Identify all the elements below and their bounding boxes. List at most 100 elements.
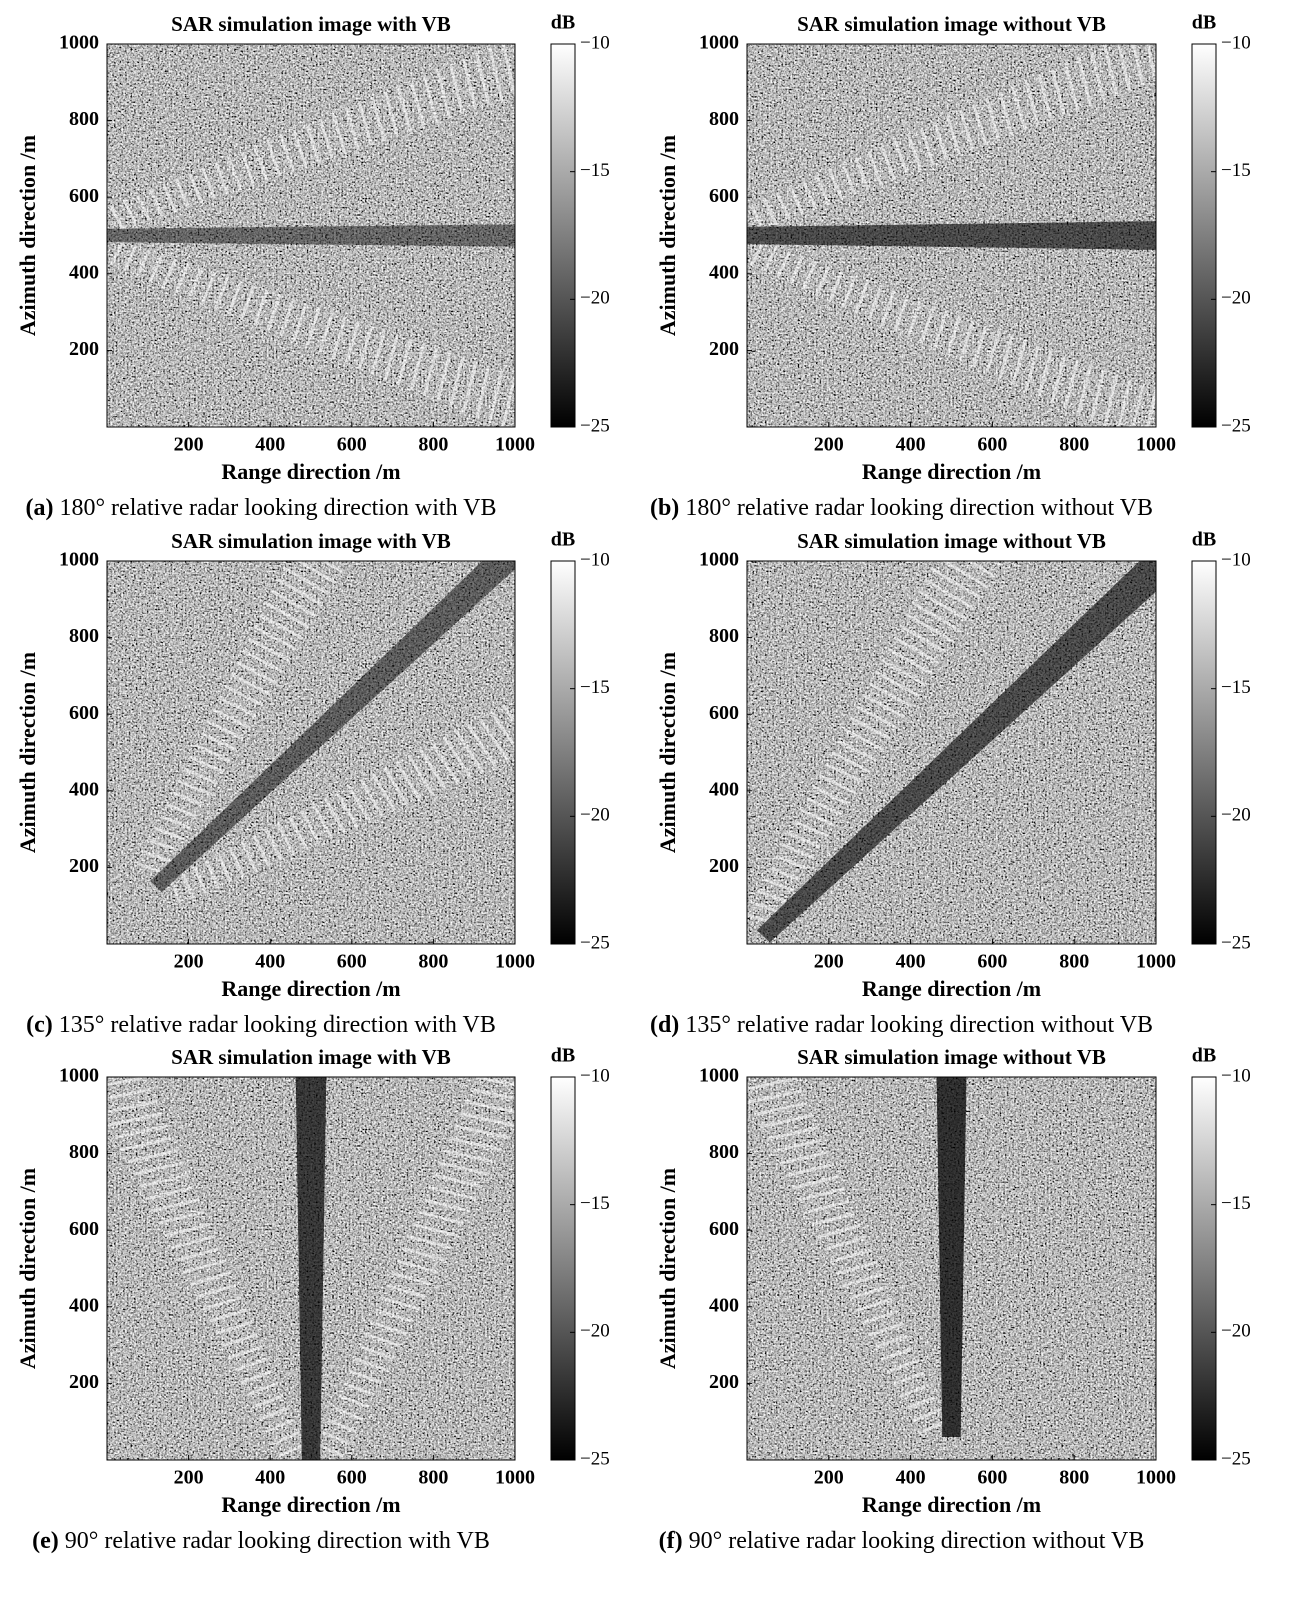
caption-text: 90° relative radar looking direction wit… [65,1528,490,1554]
colorbar [550,1076,576,1461]
chart-title: SAR simulation image with VB [171,1045,451,1069]
wake-band [150,561,515,892]
wake-arm [145,1185,194,1201]
sar-image [107,0,658,427]
wake-arm [136,862,165,875]
wake-arm [887,647,933,676]
wake-arm [653,907,723,918]
wake-arm [449,356,465,408]
wake-arm [259,613,304,640]
wake-arm [1089,370,1106,421]
wake-arm [1063,62,1079,111]
wake-arm [646,0,658,47]
wake-arm [773,1138,824,1153]
wake-arm [518,979,583,990]
y-tick-label: 400 [709,778,739,800]
wake-arm [395,760,422,801]
wake-arm [1,905,73,916]
wake-arm [492,1040,552,1051]
chart-title: SAR simulation image without VB [797,529,1106,553]
x-axis-label: Range direction /m [862,976,1041,1001]
wake-arm [316,1443,344,1458]
wake-arm [849,716,891,741]
wake-arm [205,859,220,889]
wake-arm [470,1087,515,1100]
wake-arm [856,705,898,730]
wake-arm [959,320,975,362]
wake-arm [802,180,818,211]
wake-arm [501,374,515,427]
wake-arm [292,303,308,342]
x-axis-label: Range direction /m [862,1492,1041,1517]
x-tick-label: 1000 [1136,1467,1176,1489]
wake-arm [874,670,919,697]
caption-label: (f) [659,1528,683,1554]
wake-arm [216,853,233,883]
wake-arm [282,566,330,596]
wake-arm [195,743,231,763]
wake-arm [837,739,877,762]
wake-arm [1037,74,1053,121]
wake-arm [214,161,230,195]
panel: SAR simulation image without VB 200 400 600… [650,529,1251,1038]
wake-arm [253,145,269,182]
wake-arm [271,1431,300,1446]
wake-arm [941,561,989,589]
wake-arm [183,1259,226,1274]
y-tick-label: 400 [69,778,99,800]
y-axis-label: Azimuth direction /m [655,652,680,853]
x-tick-label: 800 [1059,1467,1089,1489]
y-tick-label: 800 [709,1141,739,1163]
wake-arm [174,177,190,209]
wake-arm [401,1247,445,1262]
wake-arm [252,834,271,867]
wake-arm [177,1247,221,1262]
wake-arm [1131,44,1145,87]
x-tick-label: 400 [255,434,285,456]
colorbar-tick-label: −25 [1221,1448,1251,1469]
wake-arm [300,810,321,845]
wake-arm [842,1273,882,1288]
wake-arm [278,1443,306,1458]
wake-arm [906,133,922,171]
y-tick-label: 200 [709,1371,739,1393]
axes-frame [746,43,1157,428]
wake-arm [1063,360,1079,409]
wake-arm [227,156,243,191]
wake-arm [918,1420,946,1435]
wake-arm [122,244,138,272]
wake-arm [312,803,334,839]
wake-arm [905,1395,935,1411]
wake-arm [276,578,323,607]
wake-arm [202,1296,242,1311]
wake-arm [323,797,346,834]
wake-arm [407,754,435,796]
wake-arm [151,1198,200,1213]
caption-label: (c) [26,1012,53,1038]
wake-arm [932,310,949,350]
wake-arm [171,791,205,808]
panel: SAR simulation image with VB 200 400 600 800… [1,905,610,1554]
wake-arm [815,265,831,297]
wake-arm [1301,0,1313,21]
wake-arm [486,1052,545,1063]
wake-arm [691,980,755,991]
wake-arm [107,1077,147,1087]
x-tick-label: 200 [174,1467,204,1489]
y-tick-label: 800 [709,108,739,130]
wake-arm [169,878,182,905]
colorbar-tick-label: −10 [580,1065,610,1086]
wake-arm [443,1149,496,1164]
wake-arm [218,696,258,718]
y-tick-label: 200 [69,855,99,877]
wake-arm [823,1236,866,1251]
wake-arm [240,1369,274,1385]
wake-arm [228,847,245,878]
axes-frame [106,560,516,945]
wake-arm [412,1222,458,1238]
wake-arm [135,194,151,222]
wake-arm [122,199,138,227]
wake-arm [354,1357,389,1372]
wake-arm [196,1283,237,1299]
colorbar-tick-label: −25 [580,932,610,953]
